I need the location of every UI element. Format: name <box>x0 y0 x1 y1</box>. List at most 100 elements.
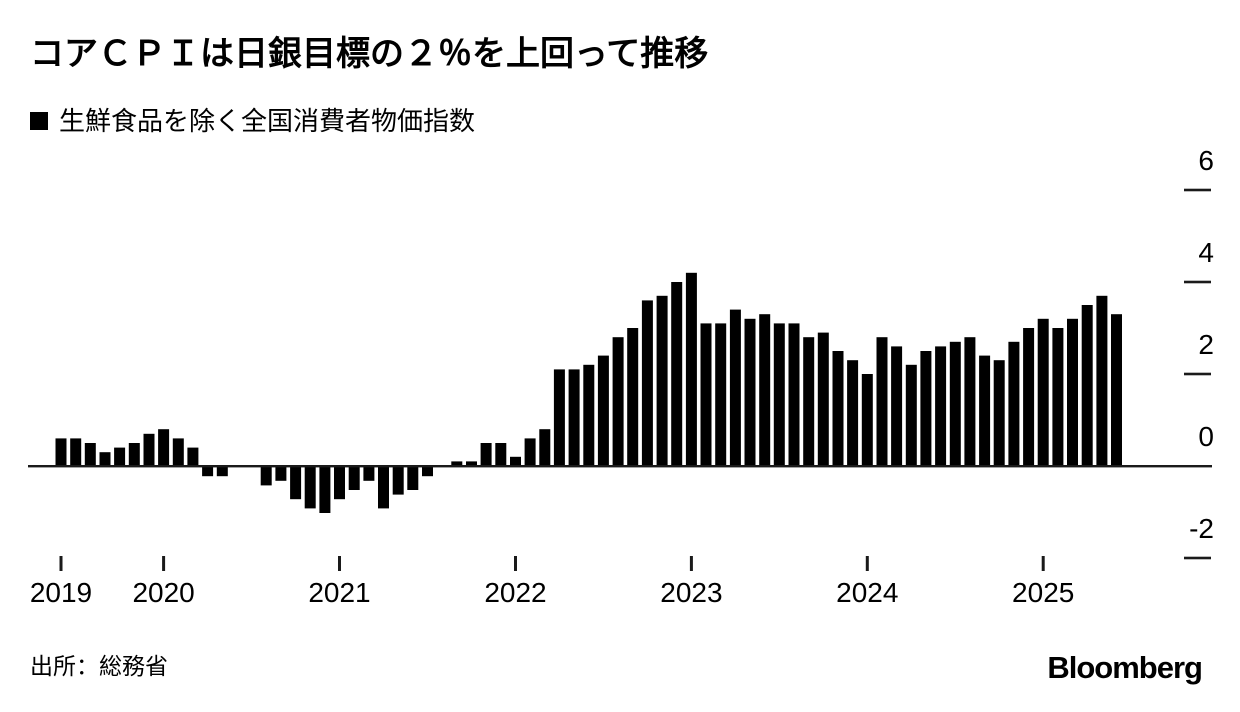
bar <box>964 337 976 466</box>
bar <box>1037 318 1049 466</box>
y-tick-label: 6 <box>1198 145 1214 176</box>
bar <box>641 300 653 466</box>
bar <box>861 374 873 466</box>
bar <box>905 364 917 466</box>
bar <box>143 433 155 466</box>
bar <box>583 364 595 466</box>
y-tick <box>1184 372 1211 376</box>
bar <box>920 351 932 466</box>
bar <box>216 467 228 477</box>
bar <box>202 467 214 477</box>
x-tick <box>514 556 517 571</box>
x-tick-label: 2023 <box>660 577 722 608</box>
bar <box>539 429 551 466</box>
bar <box>378 467 389 509</box>
bar <box>568 369 580 466</box>
bar <box>847 360 859 466</box>
bar <box>949 341 961 466</box>
x-tick-label: 2020 <box>132 577 194 608</box>
bar <box>729 309 741 466</box>
bar <box>187 447 199 466</box>
bar <box>114 447 126 466</box>
bar <box>979 355 991 466</box>
y-tick-label: 0 <box>1198 421 1214 452</box>
bar <box>891 346 903 466</box>
bar <box>1008 341 1020 466</box>
bar <box>260 467 272 486</box>
bar <box>612 337 624 466</box>
bar <box>407 467 419 490</box>
bar <box>700 323 712 466</box>
bar <box>597 355 609 466</box>
x-tick <box>59 556 63 571</box>
bar <box>773 323 785 466</box>
bar <box>422 467 433 477</box>
bar <box>70 438 82 466</box>
y-tick-label: 4 <box>1198 237 1214 268</box>
bar <box>304 467 316 509</box>
legend-square-icon <box>30 112 48 130</box>
bar <box>172 438 184 466</box>
bar <box>1111 314 1122 466</box>
bar <box>803 337 815 466</box>
bar <box>290 467 302 500</box>
x-tick <box>338 556 341 571</box>
x-tick <box>1041 556 1045 571</box>
bar <box>128 443 140 466</box>
bar <box>363 467 375 481</box>
chart-legend: 生鮮食品を除く全国消費者物価指数 <box>30 108 475 134</box>
y-tick <box>1184 280 1211 284</box>
y-tick-label: -2 <box>1189 513 1214 544</box>
x-tick-label: 2021 <box>308 577 370 608</box>
bar <box>495 443 507 466</box>
bar <box>451 461 463 466</box>
bar <box>319 467 331 513</box>
bar <box>334 467 345 500</box>
bar <box>993 360 1005 466</box>
bar <box>715 323 727 466</box>
bar <box>1052 328 1064 466</box>
bar <box>935 346 947 466</box>
y-tick-label: 2 <box>1198 329 1214 360</box>
bar <box>99 452 111 466</box>
bar <box>55 438 67 466</box>
bar <box>466 461 477 466</box>
y-tick <box>1184 188 1211 192</box>
x-tick-label: 2019 <box>30 577 92 608</box>
bar <box>685 272 697 466</box>
bar <box>348 467 360 490</box>
x-tick <box>162 556 166 571</box>
bar <box>744 318 756 466</box>
bar <box>392 467 404 495</box>
y-tick <box>1184 556 1211 560</box>
x-tick-label: 2024 <box>836 577 898 608</box>
bar <box>480 443 492 466</box>
bar <box>817 332 829 466</box>
bar <box>656 295 668 466</box>
source-note: 出所：総務省 <box>30 653 168 679</box>
bloomberg-logo: Bloomberg <box>1047 650 1203 685</box>
x-tick <box>865 556 869 571</box>
bar <box>1067 318 1078 466</box>
bar <box>84 443 96 466</box>
bar <box>510 456 521 466</box>
bar <box>671 282 683 466</box>
bar <box>158 429 170 466</box>
bar <box>759 314 771 466</box>
x-tick-label: 2025 <box>1012 577 1074 608</box>
bar <box>524 438 536 466</box>
bar <box>788 323 800 466</box>
bar <box>1096 295 1108 466</box>
bar <box>275 467 287 481</box>
bar <box>1081 305 1093 466</box>
bar <box>1023 328 1035 466</box>
x-axis-zero-line <box>28 465 1212 468</box>
chart-title: コアＣＰＩは日銀目標の２％を上回って推移 <box>30 35 709 73</box>
bar <box>627 328 639 466</box>
bar <box>832 351 844 466</box>
x-tick <box>689 556 693 571</box>
x-tick-label: 2022 <box>484 577 546 608</box>
legend-label: 生鮮食品を除く全国消費者物価指数 <box>59 106 476 136</box>
